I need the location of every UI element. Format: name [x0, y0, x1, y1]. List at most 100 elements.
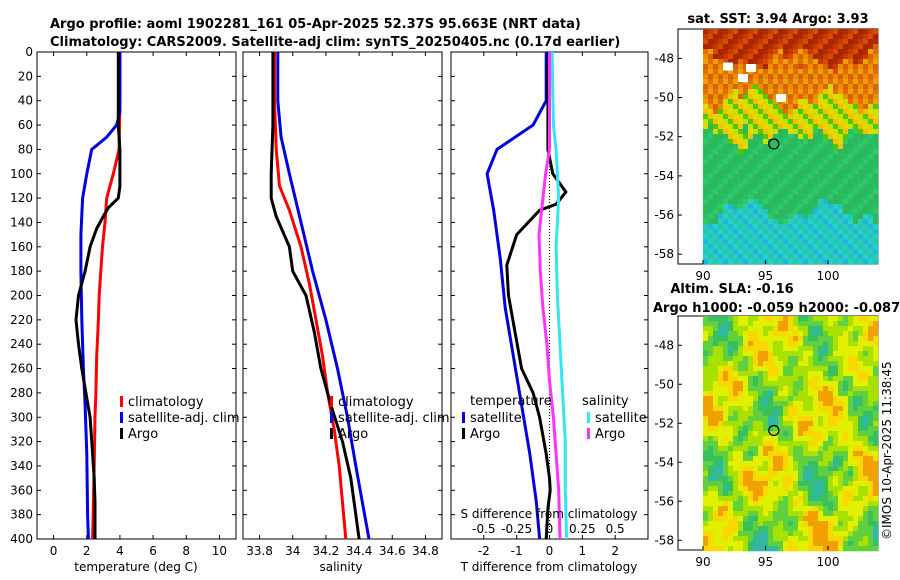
map-cell	[718, 546, 724, 552]
map-cell	[858, 39, 864, 45]
map-cell	[838, 536, 844, 542]
map-cell	[833, 361, 839, 367]
map-cell	[823, 336, 829, 342]
map-cell	[783, 114, 789, 120]
map-cell	[753, 84, 759, 90]
map-cell	[868, 154, 874, 160]
map-cell	[828, 219, 834, 225]
map-cell	[818, 144, 824, 150]
map-cell	[758, 486, 764, 492]
map-cell	[793, 184, 799, 190]
map-cell	[793, 526, 799, 532]
map-cell	[813, 466, 819, 472]
map-cell	[873, 154, 879, 160]
map-cell	[728, 249, 734, 255]
map-cell	[738, 199, 744, 205]
map-cell	[728, 144, 734, 150]
map-cell	[783, 401, 789, 407]
x-tick-label: 34.2	[313, 544, 340, 558]
map-cell	[818, 94, 824, 100]
map-cell	[788, 234, 794, 240]
map-cell	[733, 59, 739, 65]
map-cell	[843, 321, 849, 327]
map-cell	[728, 546, 734, 552]
map-cell	[773, 511, 779, 517]
legend-t-satellite-swatch	[462, 412, 465, 423]
map-cell	[813, 326, 819, 332]
map-cell	[783, 381, 789, 387]
map-cell	[768, 129, 774, 135]
map-cell	[753, 391, 759, 397]
map-cell	[833, 149, 839, 155]
map-cell	[873, 366, 879, 372]
map-cell	[768, 94, 774, 100]
map-cell	[798, 316, 804, 322]
map-cell	[708, 441, 714, 447]
map-cell	[733, 99, 739, 105]
map-cell	[858, 316, 864, 322]
map-cell	[798, 421, 804, 427]
map-cell	[728, 169, 734, 175]
map-cell	[703, 214, 709, 220]
map-cell	[763, 536, 769, 542]
map-cell	[818, 496, 824, 502]
map-cell	[768, 476, 774, 482]
map-cell	[738, 361, 744, 367]
map-cell	[868, 249, 874, 255]
map-cell	[833, 69, 839, 75]
temperature-panel: 0204060801001201401601802002202402602803…	[10, 45, 240, 574]
map-cell	[718, 436, 724, 442]
map-cell	[723, 114, 729, 120]
map-cell	[833, 411, 839, 417]
map-cell	[728, 391, 734, 397]
map-cell	[783, 84, 789, 90]
legend-s-argo-label: Argo	[595, 427, 625, 442]
map-cell	[823, 516, 829, 522]
map-cell	[843, 526, 849, 532]
map-cell	[813, 441, 819, 447]
map-cell	[793, 239, 799, 245]
map-cell	[778, 74, 784, 80]
map-cell	[713, 491, 719, 497]
map-cell	[823, 99, 829, 105]
map-cell	[708, 426, 714, 432]
map-cell	[713, 244, 719, 250]
map-cell	[758, 401, 764, 407]
map-cell	[773, 426, 779, 432]
map-cell	[768, 446, 774, 452]
map-cell	[793, 179, 799, 185]
map-cell	[858, 366, 864, 372]
map-cell	[708, 34, 714, 40]
map-cell	[838, 109, 844, 115]
map-cell	[703, 159, 709, 165]
map-cell	[743, 159, 749, 165]
difference-lines	[485, 51, 569, 540]
map-cell	[713, 159, 719, 165]
map-cell	[843, 89, 849, 95]
map-cell	[798, 119, 804, 125]
map-cell	[798, 376, 804, 382]
map-cell	[713, 79, 719, 85]
map-cell	[828, 124, 834, 130]
map-cell	[843, 189, 849, 195]
map-cell	[743, 511, 749, 517]
map-cell	[748, 411, 754, 417]
map-cell	[853, 184, 859, 190]
map-cell	[733, 451, 739, 457]
map-cell	[788, 94, 794, 100]
map-cell	[808, 144, 814, 150]
map-cell	[708, 209, 714, 215]
map-cell	[753, 431, 759, 437]
map-cell	[783, 49, 789, 55]
map-cell	[763, 386, 769, 392]
map-cell	[818, 249, 824, 255]
map-cell	[833, 204, 839, 210]
map-cell	[868, 129, 874, 135]
map-cell	[868, 114, 874, 120]
map-cell	[818, 456, 824, 462]
map-cell	[783, 174, 789, 180]
map-cell	[838, 59, 844, 65]
map-cell	[733, 336, 739, 342]
map-cell	[808, 79, 814, 85]
map-cell	[773, 431, 779, 437]
